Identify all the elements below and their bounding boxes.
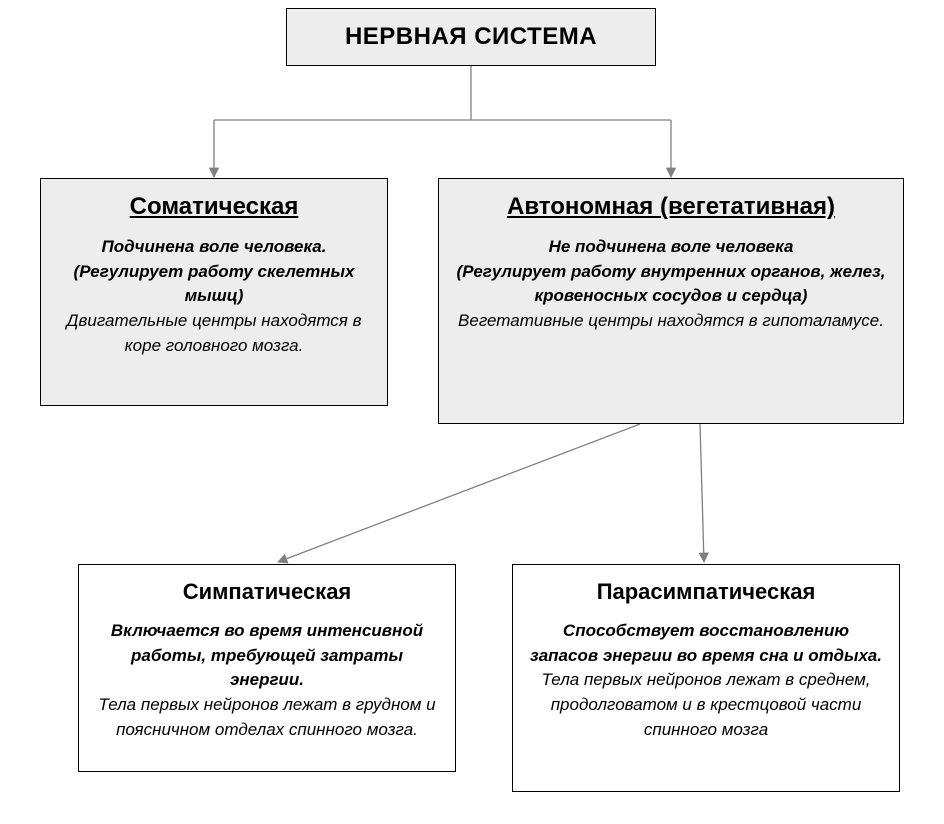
autonomic-title: Автономная (вегетативная): [455, 193, 887, 221]
parasympathetic-italic: Тела первых нейронов лежат в среднем, пр…: [529, 668, 883, 742]
parasympathetic-bold: Способствует восстановлению запасов энер…: [529, 619, 883, 668]
autonomic-bold2: (Регулирует работу внутренних органов, ж…: [455, 260, 887, 309]
sympathetic-bold: Включается во время интенсивной работы, …: [95, 619, 439, 693]
sympathetic-italic: Тела первых нейронов лежат в грудном и п…: [95, 693, 439, 742]
node-root: НЕРВНАЯ СИСТЕМА: [286, 8, 656, 66]
somatic-italic: Двигательные центры находятся в коре гол…: [57, 309, 371, 358]
somatic-title: Соматическая: [57, 193, 371, 221]
somatic-bold1: Подчинена воле человека.: [57, 235, 371, 260]
node-parasympathetic: Парасимпатическая Способствует восстанов…: [512, 564, 900, 792]
parasympathetic-title: Парасимпатическая: [529, 579, 883, 605]
autonomic-italic: Вегетативные центры находятся в гипотала…: [455, 309, 887, 334]
diagram-canvas: НЕРВНАЯ СИСТЕМА Соматическая Подчинена в…: [0, 0, 944, 824]
sympathetic-title: Симпатическая: [95, 579, 439, 605]
node-sympathetic: Симпатическая Включается во время интенс…: [78, 564, 456, 772]
somatic-bold2: (Регулирует работу скелетных мышц): [57, 260, 371, 309]
root-title: НЕРВНАЯ СИСТЕМА: [345, 23, 597, 51]
autonomic-bold1: Не подчинена воле человека: [455, 235, 887, 260]
node-somatic: Соматическая Подчинена воле человека. (Р…: [40, 178, 388, 406]
node-autonomic: Автономная (вегетативная) Не подчинена в…: [438, 178, 904, 424]
